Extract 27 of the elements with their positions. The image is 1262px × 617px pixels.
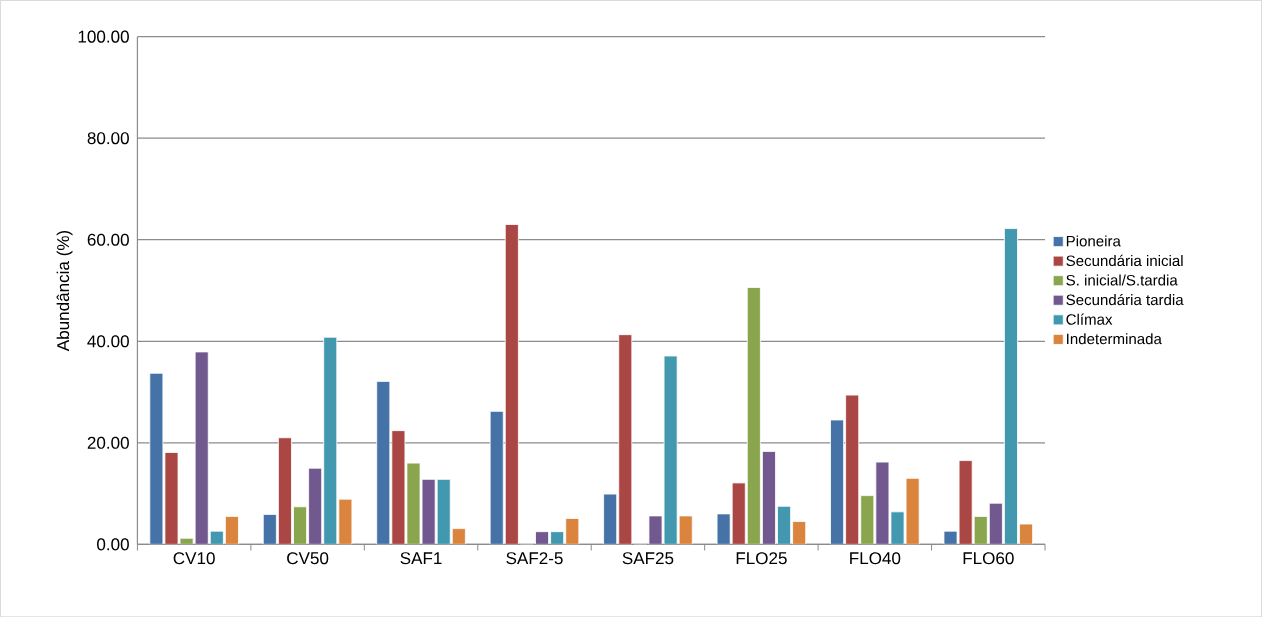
y-tick-label: 20.00 [87, 436, 129, 449]
x-tick-label: SAF25 [622, 552, 674, 565]
bar [194, 351, 209, 545]
y-tick-label: 80.00 [87, 132, 129, 145]
legend-label: Secundária tardia [1066, 293, 1184, 306]
legend-label: Secundária inicial [1066, 254, 1183, 266]
x-tick-label: FLO60 [963, 552, 1014, 565]
x-tick-label: CV10 [173, 552, 215, 565]
legend-label: Indeterminada [1067, 333, 1162, 345]
bar [761, 450, 776, 545]
legend-label: Pioneira [1066, 235, 1121, 247]
x-tick-label: SAF1 [400, 552, 442, 565]
y-tick-label: 40.00 [87, 335, 129, 348]
legend-label: Clímax [1066, 313, 1113, 325]
x-tick-label: SAF2-5 [506, 552, 563, 565]
bar [308, 467, 323, 545]
legend-label: S. inicial/S.tardia [1066, 274, 1178, 286]
x-tick-label: FLO40 [850, 552, 901, 565]
y-tick-label: 100.00 [78, 30, 129, 43]
bar [860, 495, 875, 545]
bar [746, 286, 761, 545]
x-tick-label: CV50 [287, 552, 329, 565]
bar [293, 506, 307, 545]
y-tick-label: 60.00 [87, 233, 129, 246]
x-tick-label: FLO25 [736, 552, 787, 565]
y-tick-label: 0.00 [97, 538, 129, 551]
y-axis-title: Abundância (%) [56, 230, 73, 352]
